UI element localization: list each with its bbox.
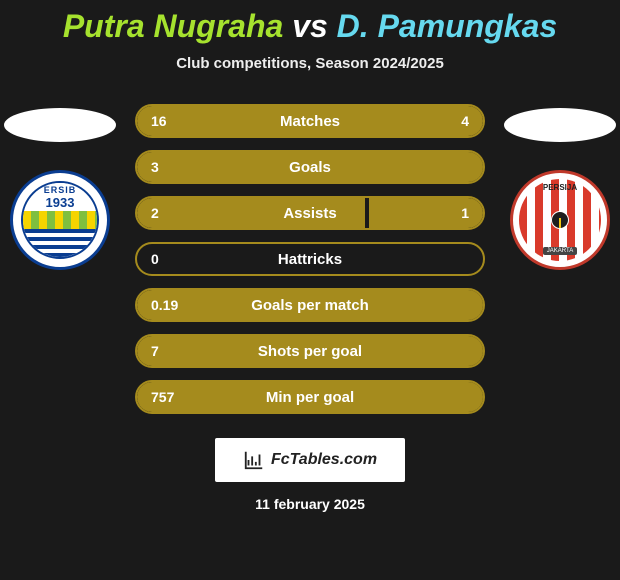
- stat-value-right: 4: [461, 113, 469, 129]
- stat-bar: Goals per match0.19: [135, 288, 485, 322]
- stat-value-right: 1: [461, 205, 469, 221]
- comparison-title: Putra Nugraha vs D. Pamungkas: [0, 0, 620, 45]
- left-player-column: ERSIB 1933: [0, 104, 120, 270]
- stat-value-left: 7: [151, 343, 159, 359]
- stat-bar: Assists2 1: [135, 196, 485, 230]
- stat-label: Min per goal: [137, 389, 483, 406]
- stat-bars-container: Matches16 4 Goals3 Assists2 1 Hattricks0 Goals…: [135, 104, 485, 414]
- player2-name: D. Pamungkas: [337, 8, 558, 44]
- stat-value-left: 3: [151, 159, 159, 175]
- stat-label: Matches: [137, 113, 483, 130]
- stat-label: Goals: [137, 159, 483, 176]
- badge1-year: 1933: [46, 195, 75, 210]
- stat-label: Shots per goal: [137, 343, 483, 360]
- stat-value-left: 757: [151, 389, 174, 405]
- badge2-plaque: JAKARTA: [543, 247, 577, 255]
- stat-bar: Hattricks0: [135, 242, 485, 276]
- comparison-date: 11 february 2025: [255, 496, 365, 512]
- player1-club-badge: ERSIB 1933: [10, 170, 110, 270]
- brand-text: FcTables.com: [271, 451, 377, 469]
- stat-value-left: 0: [151, 251, 159, 267]
- player1-name: Putra Nugraha: [63, 8, 283, 44]
- chart-icon: [243, 449, 265, 471]
- stat-bar: Goals3: [135, 150, 485, 184]
- stat-value-left: 0.19: [151, 297, 178, 313]
- monas-icon: [551, 211, 569, 229]
- player1-silhouette: [4, 108, 116, 142]
- stat-value-left: 16: [151, 113, 167, 129]
- stat-label: Hattricks: [137, 251, 483, 268]
- footer: FcTables.com 11 february 2025: [0, 438, 620, 512]
- right-player-column: PERSIJA JAKARTA: [500, 104, 620, 270]
- stat-bar: Shots per goal7: [135, 334, 485, 368]
- subtitle: Club competitions, Season 2024/2025: [0, 55, 620, 72]
- stat-bar: Matches16 4: [135, 104, 485, 138]
- brand-badge: FcTables.com: [215, 438, 405, 482]
- player2-silhouette: [504, 108, 616, 142]
- vs-text: vs: [292, 8, 328, 44]
- stat-value-left: 2: [151, 205, 159, 221]
- stat-label: Goals per match: [137, 297, 483, 314]
- stat-label: Assists: [137, 205, 483, 222]
- stat-bar: Min per goal757: [135, 380, 485, 414]
- badge1-arch-text: ERSIB: [44, 185, 77, 195]
- badge2-arch-text: PERSIJA: [543, 183, 577, 192]
- player2-club-badge: PERSIJA JAKARTA: [510, 170, 610, 270]
- comparison-main: ERSIB 1933 PERSIJA JAKARTA Matches16 4 Goa…: [0, 104, 620, 414]
